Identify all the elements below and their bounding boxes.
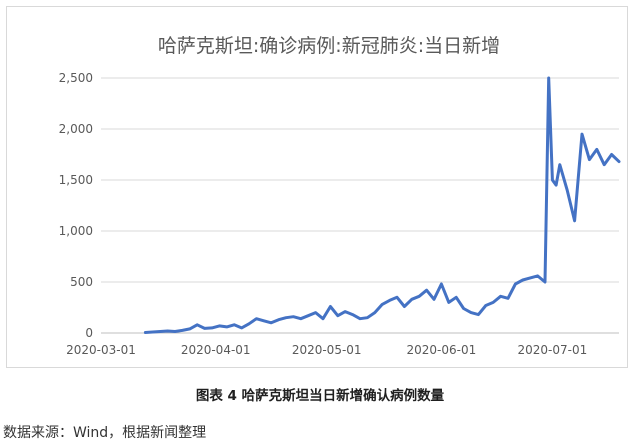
x-tick-label: 2020-05-01: [292, 343, 362, 357]
y-tick-label: 0: [85, 326, 93, 340]
y-tick-label: 1,500: [59, 173, 93, 187]
chart-title: 哈萨克斯坦:确诊病例:新冠肺炎:当日新增: [158, 35, 500, 57]
x-tick-label: 2020-07-01: [518, 343, 588, 357]
y-tick-label: 500: [70, 275, 93, 289]
series-line: [143, 76, 621, 334]
x-tick-label: 2020-06-01: [407, 343, 477, 357]
x-tick-label: 2020-04-01: [181, 343, 251, 357]
chart-frame: 哈萨克斯坦:确诊病例:新冠肺炎:当日新增 0 500 1,000 1,500 2,000…: [6, 6, 628, 368]
x-tick-label: 2020-03-01: [66, 343, 136, 357]
line-chart: 哈萨克斯坦:确诊病例:新冠肺炎:当日新增 0 500 1,000 1,500 2,000…: [59, 35, 621, 357]
y-tick-label: 2,500: [59, 71, 93, 85]
data-source-note: 数据来源：Wind，根据新闻整理: [3, 425, 207, 441]
figure-caption: 图表 4 哈萨克斯坦当日新增确认病例数量: [195, 388, 445, 404]
y-tick-label: 1,000: [59, 224, 93, 238]
y-tick-label: 2,000: [59, 122, 93, 136]
